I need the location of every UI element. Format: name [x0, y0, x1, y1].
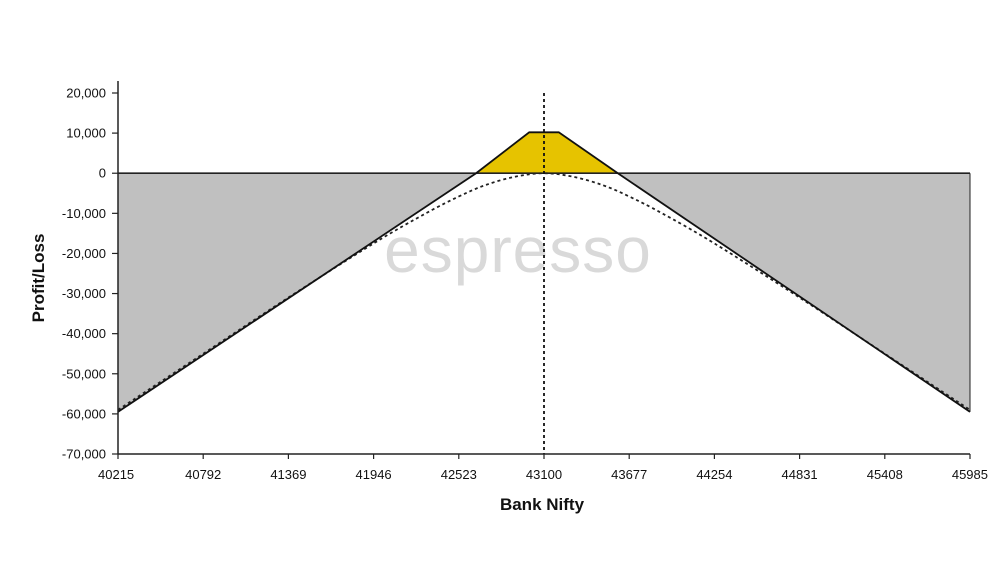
profit-area — [476, 132, 618, 174]
x-tick-label: 41369 — [270, 467, 306, 482]
y-tick-label: -60,000 — [62, 406, 106, 421]
y-tick-label: 10,000 — [66, 126, 106, 141]
x-axis-title: Bank Nifty — [500, 495, 585, 514]
y-tick-label: -30,000 — [62, 286, 106, 301]
x-tick-label: 40792 — [185, 467, 221, 482]
x-axis-ticks: 40215 40792 41369 41946 42523 43100 43677 44254… — [98, 454, 988, 482]
x-tick-label: 40215 — [98, 467, 134, 482]
x-tick-label: 44254 — [696, 467, 732, 482]
x-tick-label: 44831 — [782, 467, 818, 482]
y-tick-label: 20,000 — [66, 86, 106, 101]
y-tick-label: -40,000 — [62, 326, 106, 341]
series-lines — [117, 93, 971, 454]
x-tick-label: 42523 — [441, 467, 477, 482]
solid-series-line — [117, 131, 971, 413]
y-tick-label: -20,000 — [62, 246, 106, 261]
watermark-text: espresso — [384, 214, 652, 286]
y-axis-title: Profit/Loss — [29, 234, 48, 323]
y-tick-label: 0 — [99, 166, 106, 181]
x-tick-label: 45985 — [952, 467, 988, 482]
y-tick-label: -10,000 — [62, 206, 106, 221]
y-tick-label: -70,000 — [62, 447, 106, 462]
x-tick-label: 45408 — [867, 467, 903, 482]
y-tick-label: -50,000 — [62, 366, 106, 381]
x-tick-label: 43100 — [526, 467, 562, 482]
x-tick-label: 41946 — [356, 467, 392, 482]
x-tick-label: 43677 — [611, 467, 647, 482]
y-axis-ticks: 20,000 10,000 0 -10,000 -20,000 -30,000 -40,00… — [62, 86, 118, 462]
